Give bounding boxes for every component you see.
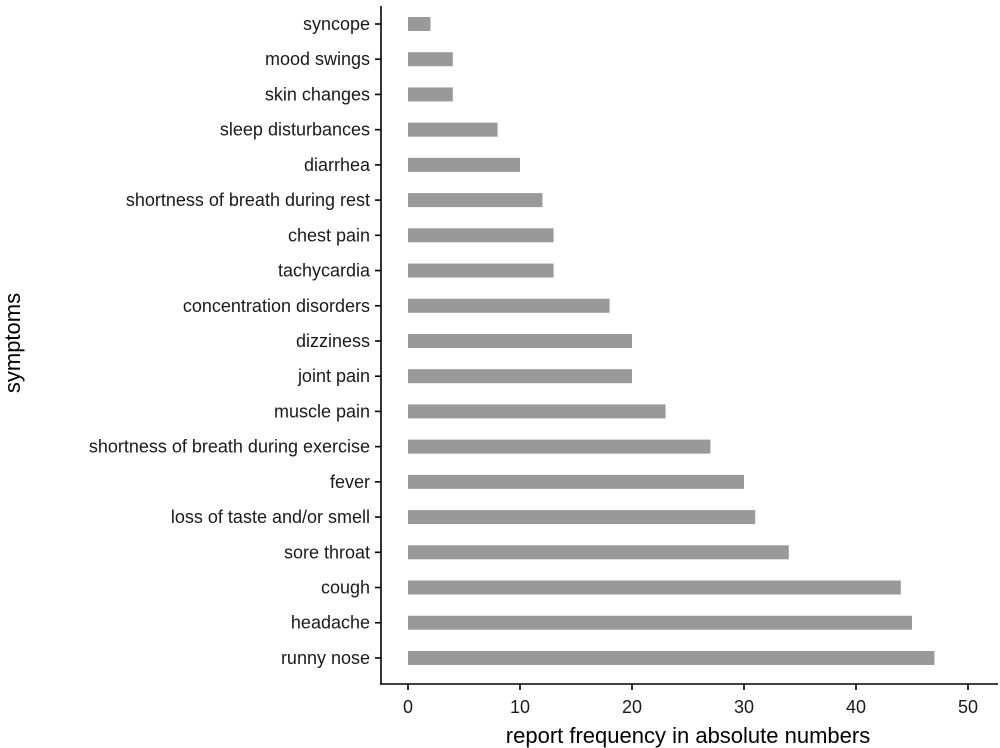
y-tick-label: dizziness [296,331,370,351]
bar-shortness-of-breath-during-rest [408,193,543,208]
y-tick-label: fever [330,472,370,492]
y-tick-label: shortness of breath during exercise [89,437,370,457]
bar-shortness-of-breath-during-exercise [408,439,711,454]
bar-dizziness [408,333,632,348]
x-tick-label: 10 [510,697,530,717]
bar-muscle-pain [408,404,666,419]
bar-concentration-disorders [408,298,610,313]
bar-tachycardia [408,263,554,278]
x-tick-labels: 0 10 20 30 40 50 [403,697,978,717]
y-tick-label: diarrhea [304,155,371,175]
y-tick-label: mood swings [265,49,370,69]
y-tick-label: tachycardia [278,261,371,281]
x-axis-title: report frequency in absolute numbers [506,723,870,748]
bar-headache [408,615,912,630]
y-tick-label: cough [321,578,370,598]
y-tick-label: joint pain [297,366,370,386]
bar-mood-swings [408,52,453,67]
y-tick-label: concentration disorders [183,296,370,316]
y-tick-label: headache [291,613,370,633]
bar-cough [408,580,901,595]
bar-sore-throat [408,545,789,560]
bar-fever [408,474,744,489]
y-tick-label: sore throat [284,542,370,562]
y-tick-labels: syncope mood swings skin changes sleep dist… [89,14,371,668]
y-tick-label: chest pain [288,225,370,245]
bar-runny-nose [408,650,935,665]
bar-syncope [408,17,431,31]
y-tick-label: shortness of breath during rest [126,190,370,210]
y-tick-label: runny nose [281,648,370,668]
y-tick-label: skin changes [265,84,370,104]
y-axis-title: symptoms [0,293,25,393]
x-tick-label: 30 [734,697,754,717]
bar-skin-changes [408,87,453,102]
x-tick-label: 0 [403,697,413,717]
bar-chest-pain [408,228,554,243]
y-tick-label: sleep disturbances [220,120,370,140]
bar-joint-pain [408,369,632,384]
bar-loss-of-taste-and-or-smell [408,510,756,525]
y-tick-label: syncope [303,14,370,34]
x-tick-label: 40 [846,697,866,717]
y-tick-label: loss of taste and/or smell [171,507,370,527]
x-tick-label: 20 [622,697,642,717]
bar-diarrhea [408,157,520,172]
y-tick-label: muscle pain [274,401,370,421]
bar-sleep-disturbances [408,122,498,137]
x-tick-label: 50 [958,697,978,717]
bars-group [408,17,935,665]
